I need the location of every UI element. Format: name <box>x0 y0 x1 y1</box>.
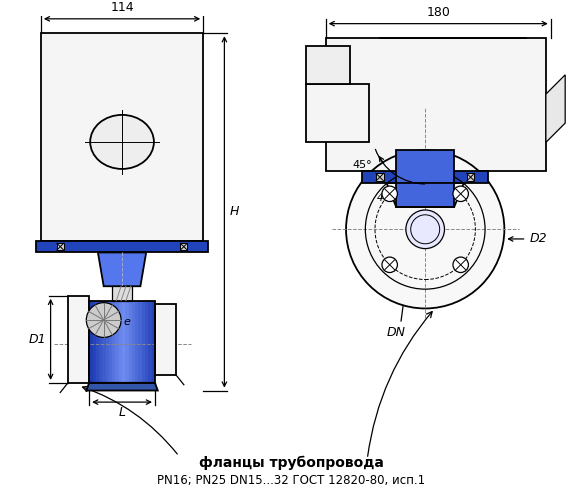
Bar <box>388 186 463 188</box>
Bar <box>395 204 456 205</box>
Bar <box>89 301 93 383</box>
Bar <box>139 301 142 383</box>
Text: 4отв. d: 4отв. d <box>377 193 415 203</box>
Bar <box>142 301 146 383</box>
Bar <box>109 301 113 383</box>
Text: DN: DN <box>386 326 406 339</box>
Circle shape <box>453 257 469 273</box>
Text: D2: D2 <box>530 232 547 245</box>
Bar <box>393 200 457 202</box>
Bar <box>135 301 139 383</box>
Bar <box>57 243 63 250</box>
Bar <box>391 194 459 196</box>
Bar <box>376 173 384 181</box>
Bar <box>68 296 89 383</box>
Text: L: L <box>119 406 126 419</box>
Bar <box>93 301 96 383</box>
Circle shape <box>346 150 505 309</box>
Bar <box>96 301 100 383</box>
Circle shape <box>406 210 445 248</box>
Bar <box>41 33 203 241</box>
Text: e: e <box>123 317 130 327</box>
Bar <box>387 184 463 186</box>
Bar <box>307 85 369 142</box>
Bar <box>112 286 132 301</box>
Bar <box>119 301 123 383</box>
Circle shape <box>453 186 469 201</box>
Bar <box>396 205 455 207</box>
Bar <box>145 301 149 383</box>
Bar <box>307 46 350 85</box>
Bar <box>89 301 155 383</box>
Bar <box>129 301 132 383</box>
Text: 45°: 45° <box>353 160 372 170</box>
Bar <box>122 301 126 383</box>
Bar <box>394 202 456 204</box>
Text: PN16; PN25 DN15...32 ГОСТ 12820-80, исп.1: PN16; PN25 DN15...32 ГОСТ 12820-80, исп.… <box>157 474 425 487</box>
Bar <box>363 171 488 183</box>
Bar <box>148 301 152 383</box>
Bar <box>180 243 187 250</box>
Text: H: H <box>229 205 239 218</box>
Bar <box>386 183 464 184</box>
Bar <box>393 199 457 200</box>
Text: D1: D1 <box>29 333 47 346</box>
Bar <box>99 301 103 383</box>
Circle shape <box>382 257 398 273</box>
Bar <box>151 301 155 383</box>
Bar <box>36 241 208 253</box>
Bar <box>102 301 106 383</box>
Bar <box>389 189 462 191</box>
Bar <box>392 196 459 197</box>
Text: 180: 180 <box>426 6 450 19</box>
Circle shape <box>382 186 398 201</box>
Text: 114: 114 <box>110 1 134 14</box>
Bar <box>391 192 460 194</box>
Bar <box>392 197 458 199</box>
Polygon shape <box>546 75 565 142</box>
Bar <box>326 38 546 171</box>
Bar <box>112 301 116 383</box>
Bar <box>155 304 176 375</box>
Bar <box>132 301 136 383</box>
Text: фланцы трубопровода: фланцы трубопровода <box>198 456 384 470</box>
Polygon shape <box>86 383 158 390</box>
Bar <box>467 173 474 181</box>
Bar <box>125 301 129 383</box>
Ellipse shape <box>90 115 154 169</box>
Bar <box>106 301 109 383</box>
Polygon shape <box>98 253 146 286</box>
Circle shape <box>86 303 121 337</box>
Bar <box>389 188 462 189</box>
Bar <box>115 301 119 383</box>
Bar <box>396 150 454 207</box>
Bar <box>390 191 460 192</box>
